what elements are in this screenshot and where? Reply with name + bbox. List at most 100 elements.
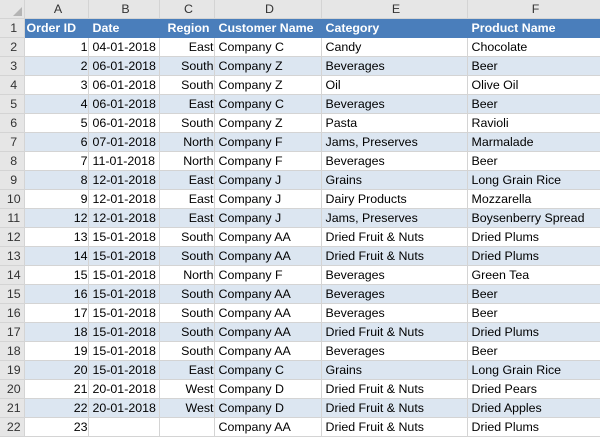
date-cell[interactable]: 12-01-2018 — [88, 208, 160, 228]
customer-name-cell[interactable]: Company C — [214, 37, 322, 57]
date-cell[interactable]: 20-01-2018 — [88, 379, 160, 399]
column-header-c[interactable]: C — [159, 0, 215, 19]
row-number[interactable]: 4 — [0, 75, 25, 95]
row-number[interactable]: 1 — [0, 18, 25, 38]
customer-name-cell[interactable]: Company AA — [214, 227, 322, 247]
customer-name-cell[interactable]: Company J — [214, 189, 322, 209]
date-cell[interactable]: 15-01-2018 — [88, 227, 160, 247]
order-id-cell[interactable]: 16 — [24, 284, 89, 304]
region-cell[interactable]: East — [159, 170, 215, 190]
date-cell[interactable]: 12-01-2018 — [88, 170, 160, 190]
customer-name-cell[interactable]: Company AA — [214, 303, 322, 323]
date-cell[interactable]: 06-01-2018 — [88, 113, 160, 133]
header-cell-order-id[interactable]: Order ID — [24, 18, 89, 38]
date-cell[interactable]: 20-01-2018 — [88, 398, 160, 418]
row-number[interactable]: 10 — [0, 189, 25, 209]
customer-name-cell[interactable]: Company AA — [214, 284, 322, 304]
date-cell[interactable] — [88, 417, 160, 437]
category-cell[interactable]: Grains — [321, 360, 468, 380]
row-number[interactable]: 3 — [0, 56, 25, 76]
order-id-cell[interactable]: 5 — [24, 113, 89, 133]
product-name-cell[interactable]: Beer — [467, 151, 600, 171]
date-cell[interactable]: 07-01-2018 — [88, 132, 160, 152]
customer-name-cell[interactable]: Company AA — [214, 246, 322, 266]
row-number[interactable]: 2 — [0, 37, 25, 57]
category-cell[interactable]: Dried Fruit & Nuts — [321, 246, 468, 266]
customer-name-cell[interactable]: Company Z — [214, 113, 322, 133]
column-header-b[interactable]: B — [88, 0, 160, 19]
product-name-cell[interactable]: Beer — [467, 341, 600, 361]
customer-name-cell[interactable]: Company AA — [214, 417, 322, 437]
category-cell[interactable]: Dried Fruit & Nuts — [321, 227, 468, 247]
customer-name-cell[interactable]: Company C — [214, 94, 322, 114]
order-id-cell[interactable]: 2 — [24, 56, 89, 76]
category-cell[interactable]: Dried Fruit & Nuts — [321, 322, 468, 342]
product-name-cell[interactable]: Dried Apples — [467, 398, 600, 418]
product-name-cell[interactable]: Green Tea — [467, 265, 600, 285]
row-number[interactable]: 9 — [0, 170, 25, 190]
column-header-a[interactable]: A — [24, 0, 89, 19]
header-cell-region[interactable]: Region — [159, 18, 215, 38]
product-name-cell[interactable]: Olive Oil — [467, 75, 600, 95]
product-name-cell[interactable]: Dried Plums — [467, 246, 600, 266]
date-cell[interactable]: 15-01-2018 — [88, 360, 160, 380]
row-number[interactable]: 13 — [0, 246, 25, 266]
category-cell[interactable]: Beverages — [321, 265, 468, 285]
date-cell[interactable]: 15-01-2018 — [88, 265, 160, 285]
category-cell[interactable]: Beverages — [321, 151, 468, 171]
region-cell[interactable]: South — [159, 227, 215, 247]
date-cell[interactable]: 15-01-2018 — [88, 284, 160, 304]
category-cell[interactable]: Dried Fruit & Nuts — [321, 417, 468, 437]
customer-name-cell[interactable]: Company D — [214, 398, 322, 418]
product-name-cell[interactable]: Mozzarella — [467, 189, 600, 209]
region-cell[interactable]: South — [159, 75, 215, 95]
product-name-cell[interactable]: Long Grain Rice — [467, 360, 600, 380]
date-cell[interactable]: 15-01-2018 — [88, 246, 160, 266]
order-id-cell[interactable]: 1 — [24, 37, 89, 57]
region-cell[interactable]: East — [159, 208, 215, 228]
order-id-cell[interactable]: 18 — [24, 322, 89, 342]
category-cell[interactable]: Oil — [321, 75, 468, 95]
order-id-cell[interactable]: 21 — [24, 379, 89, 399]
region-cell[interactable]: East — [159, 360, 215, 380]
region-cell[interactable]: North — [159, 132, 215, 152]
row-number[interactable]: 20 — [0, 379, 25, 399]
product-name-cell[interactable]: Beer — [467, 303, 600, 323]
row-number[interactable]: 6 — [0, 113, 25, 133]
row-number[interactable]: 22 — [0, 417, 25, 437]
order-id-cell[interactable]: 4 — [24, 94, 89, 114]
region-cell[interactable]: South — [159, 56, 215, 76]
product-name-cell[interactable]: Marmalade — [467, 132, 600, 152]
category-cell[interactable]: Dried Fruit & Nuts — [321, 398, 468, 418]
order-id-cell[interactable]: 23 — [24, 417, 89, 437]
customer-name-cell[interactable]: Company F — [214, 265, 322, 285]
product-name-cell[interactable]: Boysenberry Spread — [467, 208, 600, 228]
region-cell[interactable]: East — [159, 94, 215, 114]
region-cell[interactable]: South — [159, 341, 215, 361]
region-cell[interactable]: East — [159, 189, 215, 209]
order-id-cell[interactable]: 22 — [24, 398, 89, 418]
category-cell[interactable]: Dried Fruit & Nuts — [321, 379, 468, 399]
row-number[interactable]: 5 — [0, 94, 25, 114]
category-cell[interactable]: Jams, Preserves — [321, 208, 468, 228]
customer-name-cell[interactable]: Company F — [214, 151, 322, 171]
region-cell[interactable]: South — [159, 113, 215, 133]
row-number[interactable]: 19 — [0, 360, 25, 380]
order-id-cell[interactable]: 14 — [24, 246, 89, 266]
customer-name-cell[interactable]: Company AA — [214, 341, 322, 361]
select-all-corner[interactable] — [0, 0, 25, 19]
date-cell[interactable]: 06-01-2018 — [88, 75, 160, 95]
customer-name-cell[interactable]: Company C — [214, 360, 322, 380]
region-cell[interactable]: North — [159, 151, 215, 171]
customer-name-cell[interactable]: Company J — [214, 208, 322, 228]
row-number[interactable]: 21 — [0, 398, 25, 418]
product-name-cell[interactable]: Beer — [467, 284, 600, 304]
order-id-cell[interactable]: 8 — [24, 170, 89, 190]
category-cell[interactable]: Grains — [321, 170, 468, 190]
column-header-f[interactable]: F — [467, 0, 600, 19]
column-header-d[interactable]: D — [214, 0, 322, 19]
region-cell[interactable]: South — [159, 322, 215, 342]
column-header-e[interactable]: E — [321, 0, 468, 19]
header-cell-date[interactable]: Date — [88, 18, 160, 38]
product-name-cell[interactable]: Beer — [467, 56, 600, 76]
